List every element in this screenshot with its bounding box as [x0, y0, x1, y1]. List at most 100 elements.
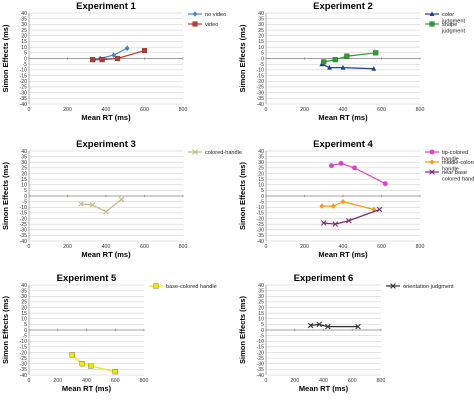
y-tick-label: 20 — [21, 34, 27, 40]
legend-entry: no video — [188, 11, 226, 18]
data-point — [99, 57, 105, 63]
data-point — [344, 53, 350, 59]
x-tick-label: 800 — [179, 107, 188, 113]
chart-title: Experiment 4 — [313, 139, 373, 150]
y-axis-label: Simon Effects (ms) — [238, 296, 247, 364]
legend-marker — [153, 283, 159, 289]
x-tick-label: 0 — [265, 244, 268, 250]
y-tick-label: 10 — [258, 45, 264, 51]
x-tick-label: 400 — [339, 244, 348, 250]
data-point — [69, 352, 75, 358]
x-axis-label: Mean RT (ms) — [62, 384, 112, 393]
x-axis-label: Mean RT (ms) — [318, 250, 368, 259]
y-tick-label: 40 — [21, 11, 27, 17]
data-point — [338, 160, 344, 166]
y-tick-label: -35 — [20, 96, 28, 102]
chart-panel-1: -40-35-30-25-20-15-10-505101520253035400… — [1, 1, 226, 122]
x-tick-label: 0 — [28, 244, 31, 250]
y-tick-label: -20 — [257, 79, 265, 85]
series-line — [310, 323, 358, 328]
legend-label: video — [205, 22, 218, 28]
y-tick-label: 15 — [258, 177, 264, 183]
legend-label: shape judgment — [441, 22, 465, 34]
y-axis-label: Simon Effects (ms) — [238, 24, 247, 92]
y-tick-label: -35 — [20, 367, 28, 373]
y-tick-label: -15 — [20, 73, 28, 79]
x-tick-label: 600 — [111, 378, 120, 384]
y-tick-label: -35 — [257, 367, 265, 373]
chart-panel-3: -40-35-30-25-20-15-10-505101520253035400… — [1, 139, 242, 259]
y-tick-label: 30 — [258, 160, 264, 166]
x-tick-label: 200 — [53, 378, 62, 384]
y-axis-label: Simon Effects (ms) — [1, 296, 10, 364]
x-tick-label: 0 — [265, 378, 268, 384]
y-tick-label: 30 — [258, 22, 264, 28]
data-point — [78, 201, 84, 207]
x-tick-label: 600 — [377, 107, 386, 113]
data-point — [371, 66, 377, 71]
y-tick-label: 25 — [21, 166, 27, 172]
legend-marker — [390, 283, 396, 289]
data-point — [118, 196, 125, 203]
x-tick-label: 400 — [82, 378, 91, 384]
y-tick-label: -20 — [20, 79, 28, 85]
data-point — [124, 45, 130, 52]
data-point — [79, 361, 85, 367]
data-point — [382, 181, 388, 187]
legend-marker — [429, 11, 435, 16]
data-point — [89, 57, 96, 63]
y-tick-label: -35 — [257, 233, 265, 239]
y-tick-label: 40 — [21, 149, 27, 155]
y-tick-label: 35 — [258, 16, 264, 22]
series-line — [331, 162, 386, 185]
y-tick-label: 30 — [258, 294, 264, 300]
y-tick-label: -30 — [20, 362, 28, 368]
y-tick-label: 35 — [21, 16, 27, 22]
legend-label-line: handle — [442, 166, 459, 172]
y-axis-label: Simon Effects (ms) — [238, 162, 247, 230]
legend-marker — [192, 11, 198, 17]
x-axis-label: Mean RT (ms) — [81, 113, 131, 122]
data-point — [332, 57, 338, 63]
data-point — [332, 221, 339, 227]
x-axis-label: Mean RT (ms) — [81, 250, 131, 259]
data-point — [340, 198, 346, 205]
y-tick-label: 30 — [21, 22, 27, 28]
y-tick-label: -10 — [257, 205, 265, 211]
y-tick-label: -25 — [257, 356, 265, 362]
data-point — [319, 203, 325, 209]
y-tick-label: -10 — [20, 339, 28, 345]
y-tick-label: 5 — [24, 51, 27, 57]
y-tick-label: -25 — [20, 222, 28, 228]
y-tick-label: -15 — [257, 73, 265, 79]
y-tick-label: 40 — [258, 283, 264, 289]
y-tick-label: 25 — [21, 28, 27, 34]
legend-label-line: near base — [442, 170, 467, 176]
legend-entry: orientation judgment — [386, 283, 454, 290]
y-tick-label: -35 — [257, 96, 265, 102]
y-tick-label: -30 — [20, 228, 28, 234]
y-tick-label: -30 — [257, 90, 265, 96]
y-tick-label: -25 — [257, 222, 265, 228]
y-tick-label: 10 — [258, 317, 264, 323]
y-tick-label: 30 — [21, 160, 27, 166]
data-point — [340, 64, 346, 70]
y-tick-label: 0 — [261, 194, 264, 200]
x-tick-label: 600 — [348, 378, 357, 384]
x-tick-label: 400 — [319, 378, 328, 384]
y-tick-label: -40 — [257, 102, 265, 108]
y-tick-label: 0 — [261, 56, 264, 62]
y-tick-label: 0 — [261, 328, 264, 334]
y-tick-label: -5 — [259, 333, 264, 339]
y-tick-label: -25 — [20, 85, 28, 91]
legend-label: color judgment — [441, 12, 465, 24]
y-tick-label: -15 — [257, 211, 265, 217]
y-tick-label: 20 — [258, 171, 264, 177]
y-tick-label: 5 — [261, 188, 264, 194]
y-tick-label: -25 — [257, 85, 265, 91]
legend-label-line: colored handle — [442, 176, 474, 182]
y-tick-label: -40 — [257, 373, 265, 379]
y-tick-label: 25 — [258, 166, 264, 172]
y-tick-label: 5 — [261, 51, 264, 57]
x-tick-label: 600 — [140, 244, 149, 250]
